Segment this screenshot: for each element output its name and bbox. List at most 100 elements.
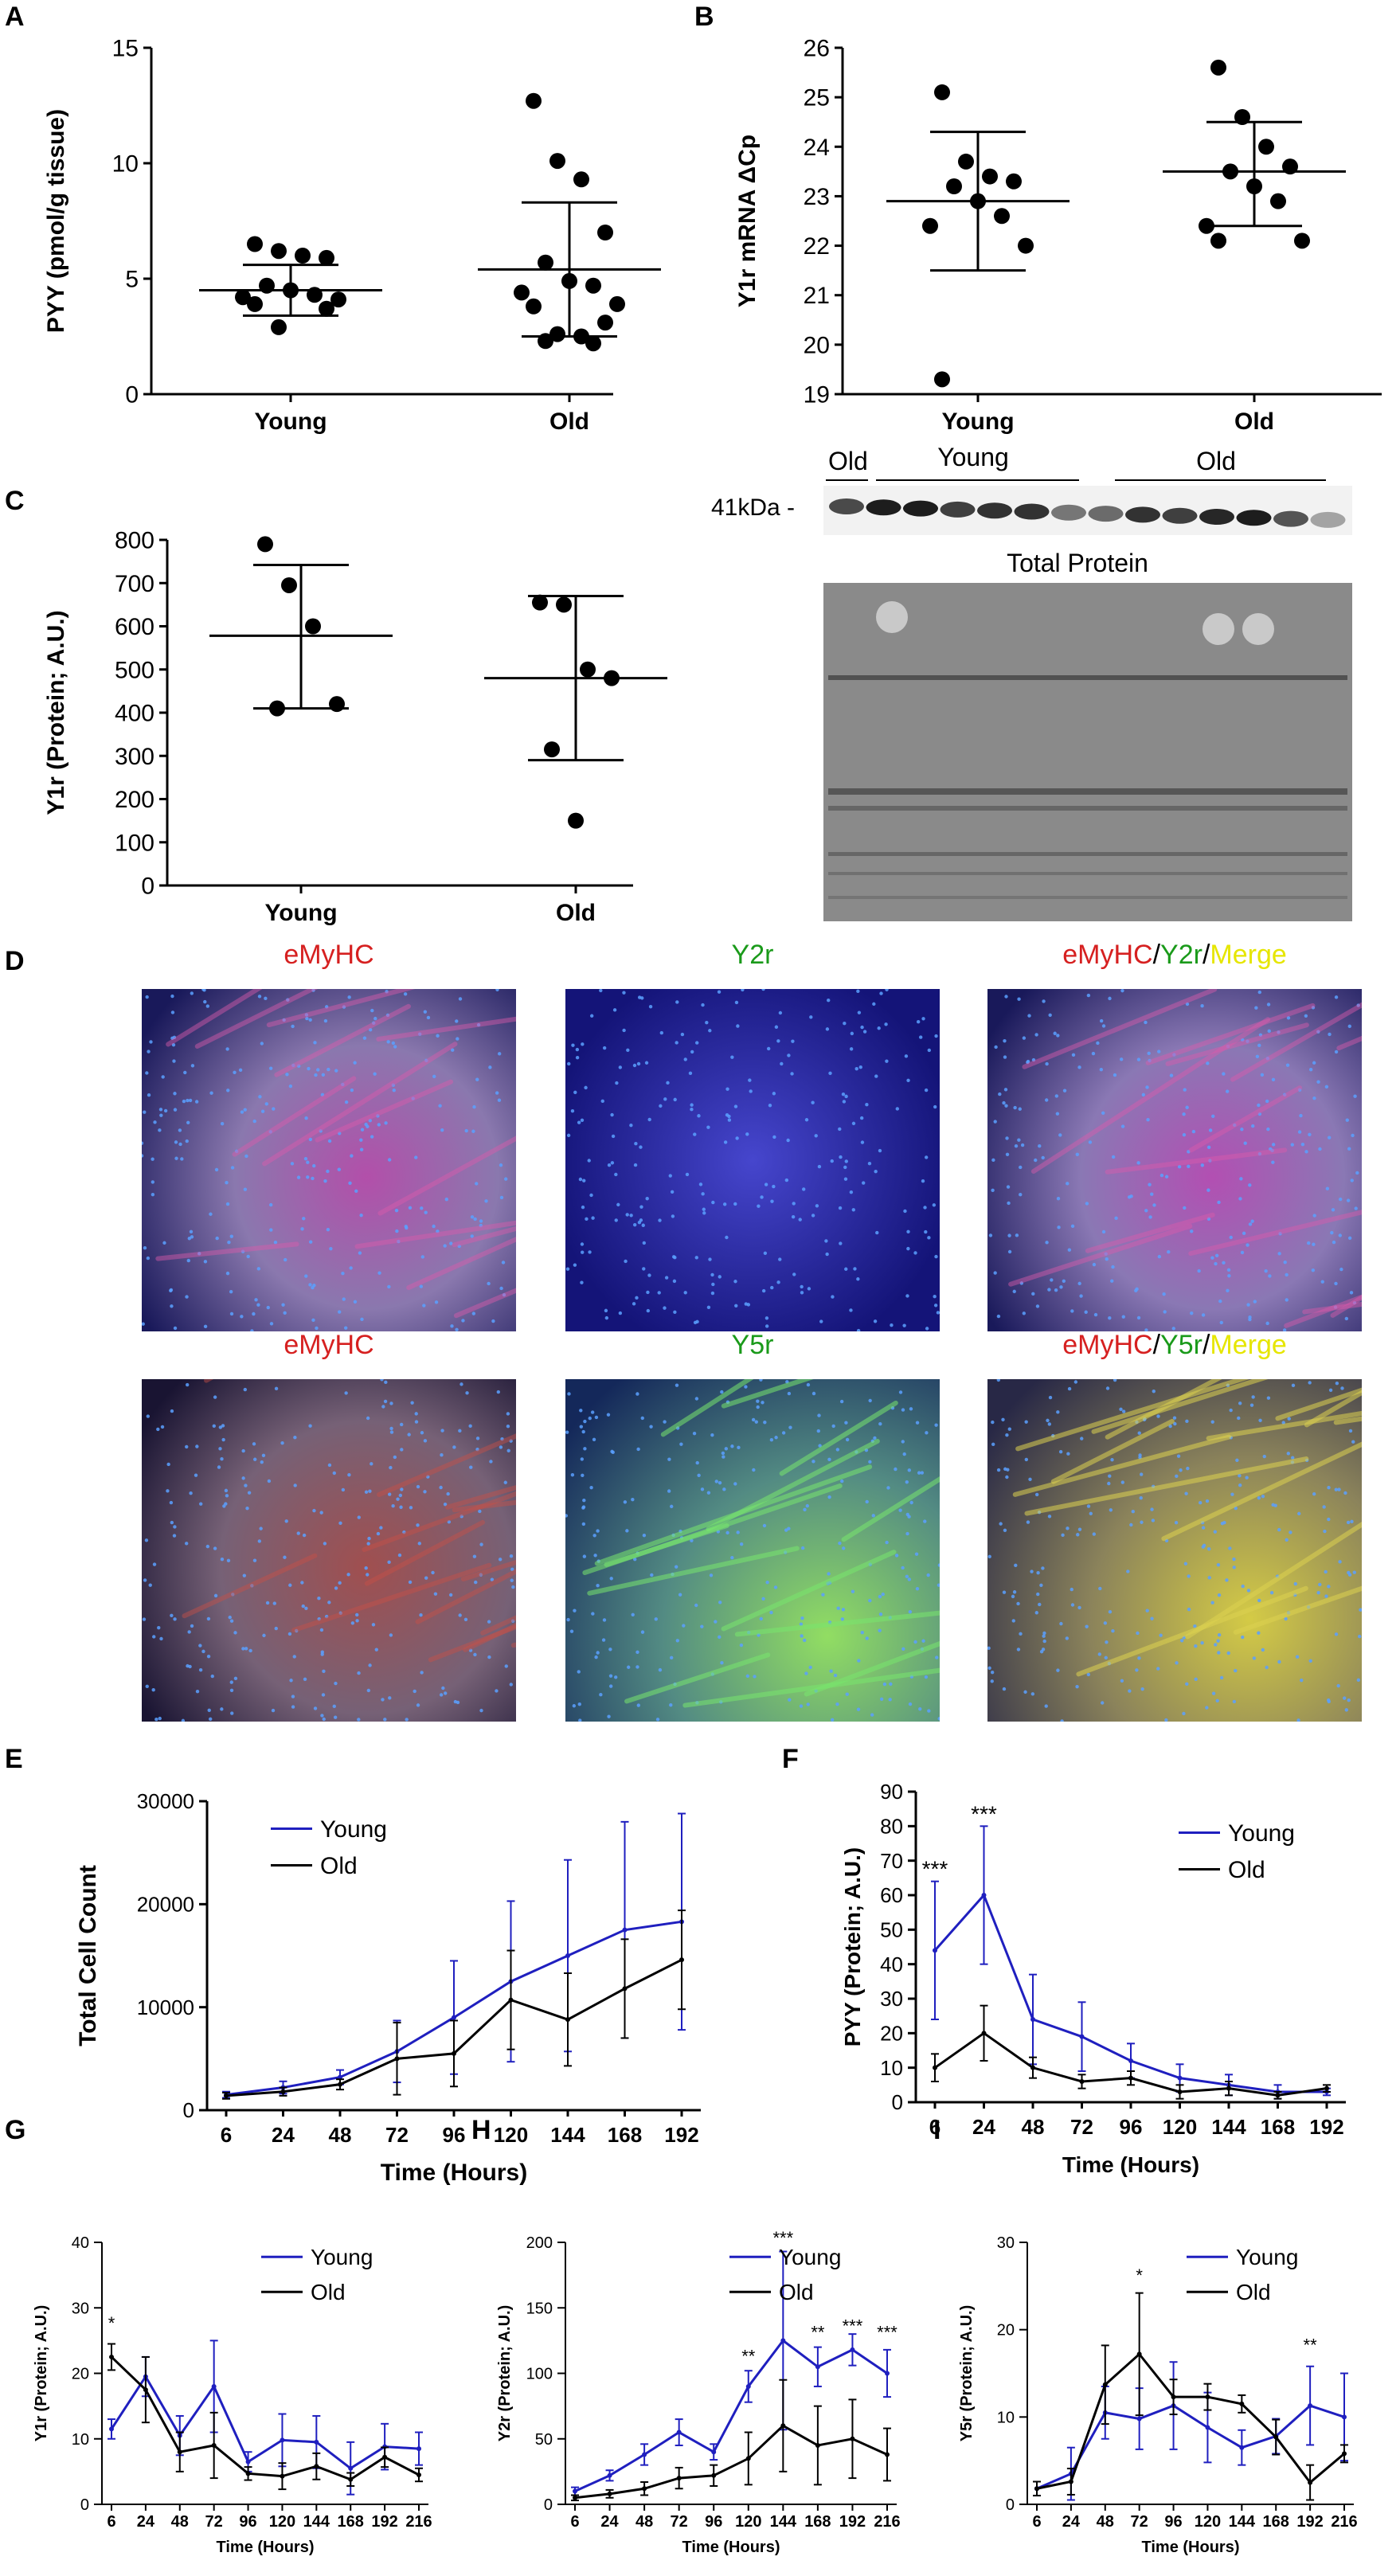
nucleus <box>780 1061 784 1066</box>
nucleus <box>720 1390 724 1394</box>
nucleus <box>1169 1073 1174 1077</box>
myofibre <box>274 1003 411 1077</box>
nucleus <box>1187 1164 1191 1169</box>
myofibre <box>1304 1390 1362 1428</box>
nucleus <box>581 1473 585 1477</box>
nucleus <box>269 1228 273 1232</box>
nucleus <box>1164 1175 1169 1179</box>
nucleus <box>252 1457 257 1461</box>
x-tick-label: Old <box>556 900 596 926</box>
nucleus <box>860 1025 864 1030</box>
nucleus <box>578 1718 582 1722</box>
nucleus <box>209 1212 213 1216</box>
nucleus <box>698 1182 703 1186</box>
nucleus <box>1172 1053 1176 1057</box>
nucleus <box>589 1193 593 1198</box>
nucleus <box>862 1030 867 1034</box>
significance-mark: *** <box>772 2228 793 2248</box>
legend-label: Old <box>779 2280 814 2304</box>
nucleus <box>1332 1240 1336 1245</box>
nucleus <box>183 1070 187 1075</box>
nucleus <box>220 1558 225 1562</box>
nucleus <box>399 1505 403 1509</box>
nucleus <box>888 1698 892 1702</box>
nucleus <box>827 1572 831 1576</box>
nucleus <box>1136 1315 1141 1320</box>
gel-artifact <box>1242 613 1274 645</box>
nucleus <box>1217 1593 1222 1597</box>
nucleus <box>1271 1143 1276 1147</box>
nucleus <box>1019 1193 1023 1197</box>
nucleus <box>366 1573 370 1577</box>
nucleus <box>625 1529 629 1533</box>
data-point <box>1128 2075 1133 2081</box>
data-point <box>1234 109 1250 125</box>
nucleus <box>1038 1602 1042 1607</box>
nucleus <box>1045 1241 1049 1245</box>
nucleus <box>1235 1458 1239 1463</box>
x-tick-label: 216 <box>405 2513 432 2531</box>
nucleus <box>575 1056 580 1060</box>
nucleus <box>581 1522 586 1526</box>
nucleus <box>722 1202 727 1206</box>
y-tick-label: 800 <box>115 528 154 554</box>
molecular-weight-marker: 41kDa - <box>711 494 795 521</box>
y-tick-label: 500 <box>115 657 154 683</box>
nucleus <box>1113 1073 1117 1077</box>
micro-title-part: / <box>1152 1330 1161 1360</box>
nucleus <box>398 1493 403 1498</box>
nucleus <box>333 1715 338 1719</box>
nucleus <box>1228 1546 1232 1550</box>
data-point <box>338 2074 342 2080</box>
nucleus <box>312 1163 316 1168</box>
y-tick-label: 20 <box>880 2021 903 2045</box>
nucleus <box>1141 1093 1146 1097</box>
nucleus <box>759 1379 763 1382</box>
nucleus <box>1047 1515 1052 1519</box>
nucleus <box>172 1534 177 1538</box>
nucleus <box>611 1134 616 1139</box>
legend-label: Young <box>311 2245 373 2269</box>
nucleus <box>173 1617 177 1621</box>
nucleus <box>629 1214 633 1218</box>
nucleus <box>635 1392 639 1396</box>
nucleus <box>272 1107 276 1111</box>
nucleus <box>673 1310 677 1314</box>
nucleus <box>615 1081 619 1085</box>
nucleus <box>1213 1530 1218 1534</box>
nucleus <box>142 1141 144 1145</box>
myofibre <box>452 1499 516 1513</box>
nucleus <box>1327 1136 1332 1139</box>
data-point <box>934 371 950 388</box>
nucleus <box>1073 1380 1078 1384</box>
nucleus <box>244 1483 248 1487</box>
nucleus <box>1328 1032 1332 1037</box>
series-old <box>108 2343 423 2491</box>
nucleus <box>835 1448 840 1452</box>
nucleus <box>1234 1506 1238 1511</box>
data-point <box>348 2476 354 2482</box>
data-point <box>607 2491 612 2496</box>
micro-title-part: / <box>1152 940 1161 970</box>
legend-label: Old <box>1236 2280 1271 2304</box>
nucleus <box>419 1613 423 1617</box>
nucleus <box>1075 1152 1080 1156</box>
nucleus <box>667 1457 671 1461</box>
nucleus <box>1016 1601 1020 1606</box>
nucleus <box>1077 1281 1081 1286</box>
nucleus <box>203 999 207 1004</box>
nucleus <box>850 1031 854 1036</box>
nucleus <box>322 1717 326 1722</box>
nucleus <box>1208 1128 1213 1132</box>
micro-title-part: Y5r <box>1160 1330 1203 1360</box>
myofibre <box>445 1484 516 1510</box>
nucleus <box>1356 1003 1360 1007</box>
nucleus <box>588 1250 592 1254</box>
nucleus <box>842 1100 847 1104</box>
nucleus <box>261 1453 266 1457</box>
nucleus <box>678 1593 682 1597</box>
x-tick-label: 144 <box>303 2513 330 2531</box>
data-point <box>224 2093 229 2098</box>
nucleus <box>1300 1142 1305 1147</box>
x-tick-label: 168 <box>338 2513 364 2531</box>
